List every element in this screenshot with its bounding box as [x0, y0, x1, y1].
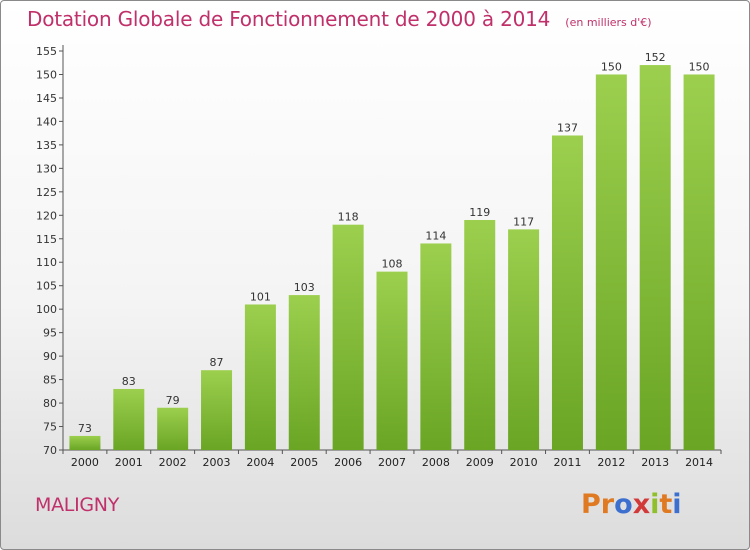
bar-2009 [464, 219, 496, 450]
data-label-2014: 150 [689, 60, 710, 73]
x-tick-label-2000: 2000 [71, 456, 99, 469]
bar-2001 [113, 388, 145, 450]
logo-letter: t [659, 489, 673, 520]
data-label-2005: 103 [294, 281, 315, 294]
logo-letter: i [672, 489, 682, 520]
commune-name: MALIGNY [35, 494, 120, 516]
y-tick-label: 95 [43, 327, 57, 340]
data-label-2007: 108 [382, 258, 403, 271]
data-label-2003: 87 [210, 356, 224, 369]
logo-letter: o [614, 489, 633, 520]
data-label-2004: 101 [250, 290, 271, 303]
data-label-2000: 73 [78, 422, 92, 435]
data-label-2010: 117 [513, 215, 534, 228]
x-tick-label-2001: 2001 [115, 456, 143, 469]
x-tick-label-2002: 2002 [159, 456, 187, 469]
bar-2013 [639, 65, 671, 451]
x-tick-label-2010: 2010 [510, 456, 538, 469]
x-tick-label-2009: 2009 [466, 456, 494, 469]
y-tick-label: 150 [36, 68, 57, 81]
logo-letter: r [600, 489, 615, 520]
x-tick-label-2008: 2008 [422, 456, 450, 469]
bar-2005 [288, 295, 320, 450]
y-tick-label: 120 [36, 209, 57, 222]
bar-2006 [332, 224, 364, 450]
y-tick-label: 140 [36, 115, 57, 128]
logo-letter: i [650, 489, 660, 520]
data-label-2009: 119 [469, 206, 490, 219]
data-label-2001: 83 [122, 375, 136, 388]
y-tick-label: 130 [36, 162, 57, 175]
x-tick-label-2003: 2003 [203, 456, 231, 469]
y-tick-label: 135 [36, 139, 57, 152]
x-tick-label-2004: 2004 [246, 456, 274, 469]
bar-2004 [244, 304, 276, 450]
data-label-2011: 137 [557, 121, 578, 134]
x-tick-label-2007: 2007 [378, 456, 406, 469]
bar-2003 [201, 370, 233, 450]
bar-2014 [683, 74, 715, 451]
bar-2002 [157, 407, 189, 450]
x-tick-label-2014: 2014 [685, 456, 713, 469]
x-tick-label-2006: 2006 [334, 456, 362, 469]
chart-subtitle: (en milliers d'€) [565, 16, 652, 29]
x-tick-label-2013: 2013 [641, 456, 669, 469]
proxiti-logo: Proxiti [581, 489, 682, 520]
data-label-2006: 118 [338, 211, 359, 224]
data-label-2002: 79 [166, 394, 180, 407]
chart-title-block: Dotation Globale de Fonctionnement de 20… [27, 7, 652, 31]
logo-letter: P [581, 489, 601, 520]
y-tick-label: 105 [36, 280, 57, 293]
y-tick-label: 90 [43, 350, 57, 363]
bar-2010 [508, 229, 540, 450]
data-label-2012: 150 [601, 60, 622, 73]
data-label-2008: 114 [425, 229, 446, 242]
y-tick-label: 80 [43, 397, 57, 410]
bar-2011 [551, 135, 583, 450]
y-tick-label: 155 [36, 45, 57, 58]
bar-2008 [420, 243, 452, 450]
data-label-2013: 152 [645, 51, 666, 64]
y-tick-label: 145 [36, 92, 57, 105]
y-tick-label: 75 [43, 421, 57, 434]
x-tick-label-2012: 2012 [597, 456, 625, 469]
bar-2007 [376, 271, 408, 450]
chart-title: Dotation Globale de Fonctionnement de 20… [27, 7, 551, 31]
y-tick-label: 110 [36, 256, 57, 269]
y-tick-label: 70 [43, 444, 57, 457]
logo-letter: x [632, 489, 651, 520]
x-tick-label-2005: 2005 [290, 456, 318, 469]
y-tick-label: 115 [36, 233, 57, 246]
x-tick-label-2011: 2011 [553, 456, 581, 469]
bar-2000 [69, 435, 101, 450]
y-tick-label: 100 [36, 303, 57, 316]
y-tick-label: 85 [43, 374, 57, 387]
bar-2012 [595, 74, 627, 451]
y-tick-label: 125 [36, 186, 57, 199]
